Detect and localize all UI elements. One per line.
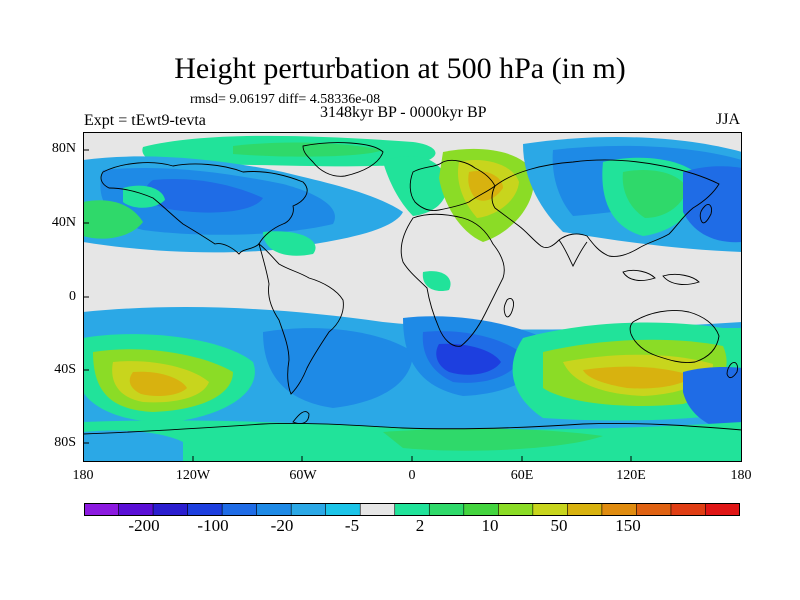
lon-label-120w: 120W: [175, 468, 211, 483]
colorbar-label-neg100: -100: [197, 516, 229, 535]
colorbar-cell: [670, 503, 707, 516]
colorbar-cell: [463, 503, 500, 516]
colorbar-cell: [705, 503, 740, 516]
colorbar-cell: [567, 503, 603, 516]
lat-label-equator: 0: [69, 289, 76, 304]
colorbar-cell: [636, 503, 672, 516]
lat-label-80s: 80S: [54, 435, 76, 450]
lon-label-120e: 120E: [616, 468, 646, 483]
colorbar-cell: [84, 503, 120, 516]
south-fields: [83, 307, 742, 462]
colorbar-label-neg5: -5: [344, 516, 360, 535]
colorbar-cell: [187, 503, 223, 516]
colorbar-cell: [601, 503, 638, 516]
colorbar-cell: [359, 503, 396, 516]
lat-label-40n: 40N: [51, 215, 76, 230]
colorbar-cell: [290, 503, 327, 516]
north-fields: [83, 135, 742, 253]
coastlines: [83, 142, 742, 435]
colorbar: [84, 503, 740, 516]
colorbar-label-neg20: -20: [270, 516, 294, 535]
colorbar-cell: [118, 503, 154, 516]
contour-map: [83, 132, 742, 462]
lat-label-40s: 40S: [54, 362, 76, 377]
lon-label-0: 0: [408, 468, 416, 483]
lon-label-180w: 180: [72, 468, 94, 483]
colorbar-cell: [394, 503, 430, 516]
colorbar-label-2: 2: [415, 516, 425, 535]
lon-label-60w: 60W: [289, 468, 317, 483]
tropical-fields: [263, 231, 451, 292]
colorbar-cell: [498, 503, 534, 516]
colorbar-label-150: 150: [615, 516, 641, 535]
lon-label-60e: 60E: [510, 468, 534, 483]
colorbar-cell: [256, 503, 292, 516]
colorbar-label-neg200: -200: [128, 516, 160, 535]
colorbar-cell: [221, 503, 258, 516]
colorbar-cell: [152, 503, 189, 516]
stats-text: rmsd= 9.06197 diff= 4.58336e-08: [190, 92, 381, 107]
experiment-label: Expt = tEwt9-tevta: [84, 112, 206, 129]
lat-label-80n: 80N: [51, 141, 76, 156]
colorbar-cell: [428, 503, 465, 516]
colorbar-cell: [325, 503, 361, 516]
colorbar-label-10: 10: [481, 516, 499, 535]
season-label: JJA: [715, 111, 740, 128]
map-title: Height perturbation at 500 hPa (in m): [174, 52, 626, 85]
lon-label-180e: 180: [730, 468, 752, 483]
period-label: 3148kyr BP - 0000kyr BP: [320, 104, 487, 121]
colorbar-cell: [532, 503, 569, 516]
colorbar-label-50: 50: [550, 516, 568, 535]
axis-ticks: [83, 149, 632, 462]
